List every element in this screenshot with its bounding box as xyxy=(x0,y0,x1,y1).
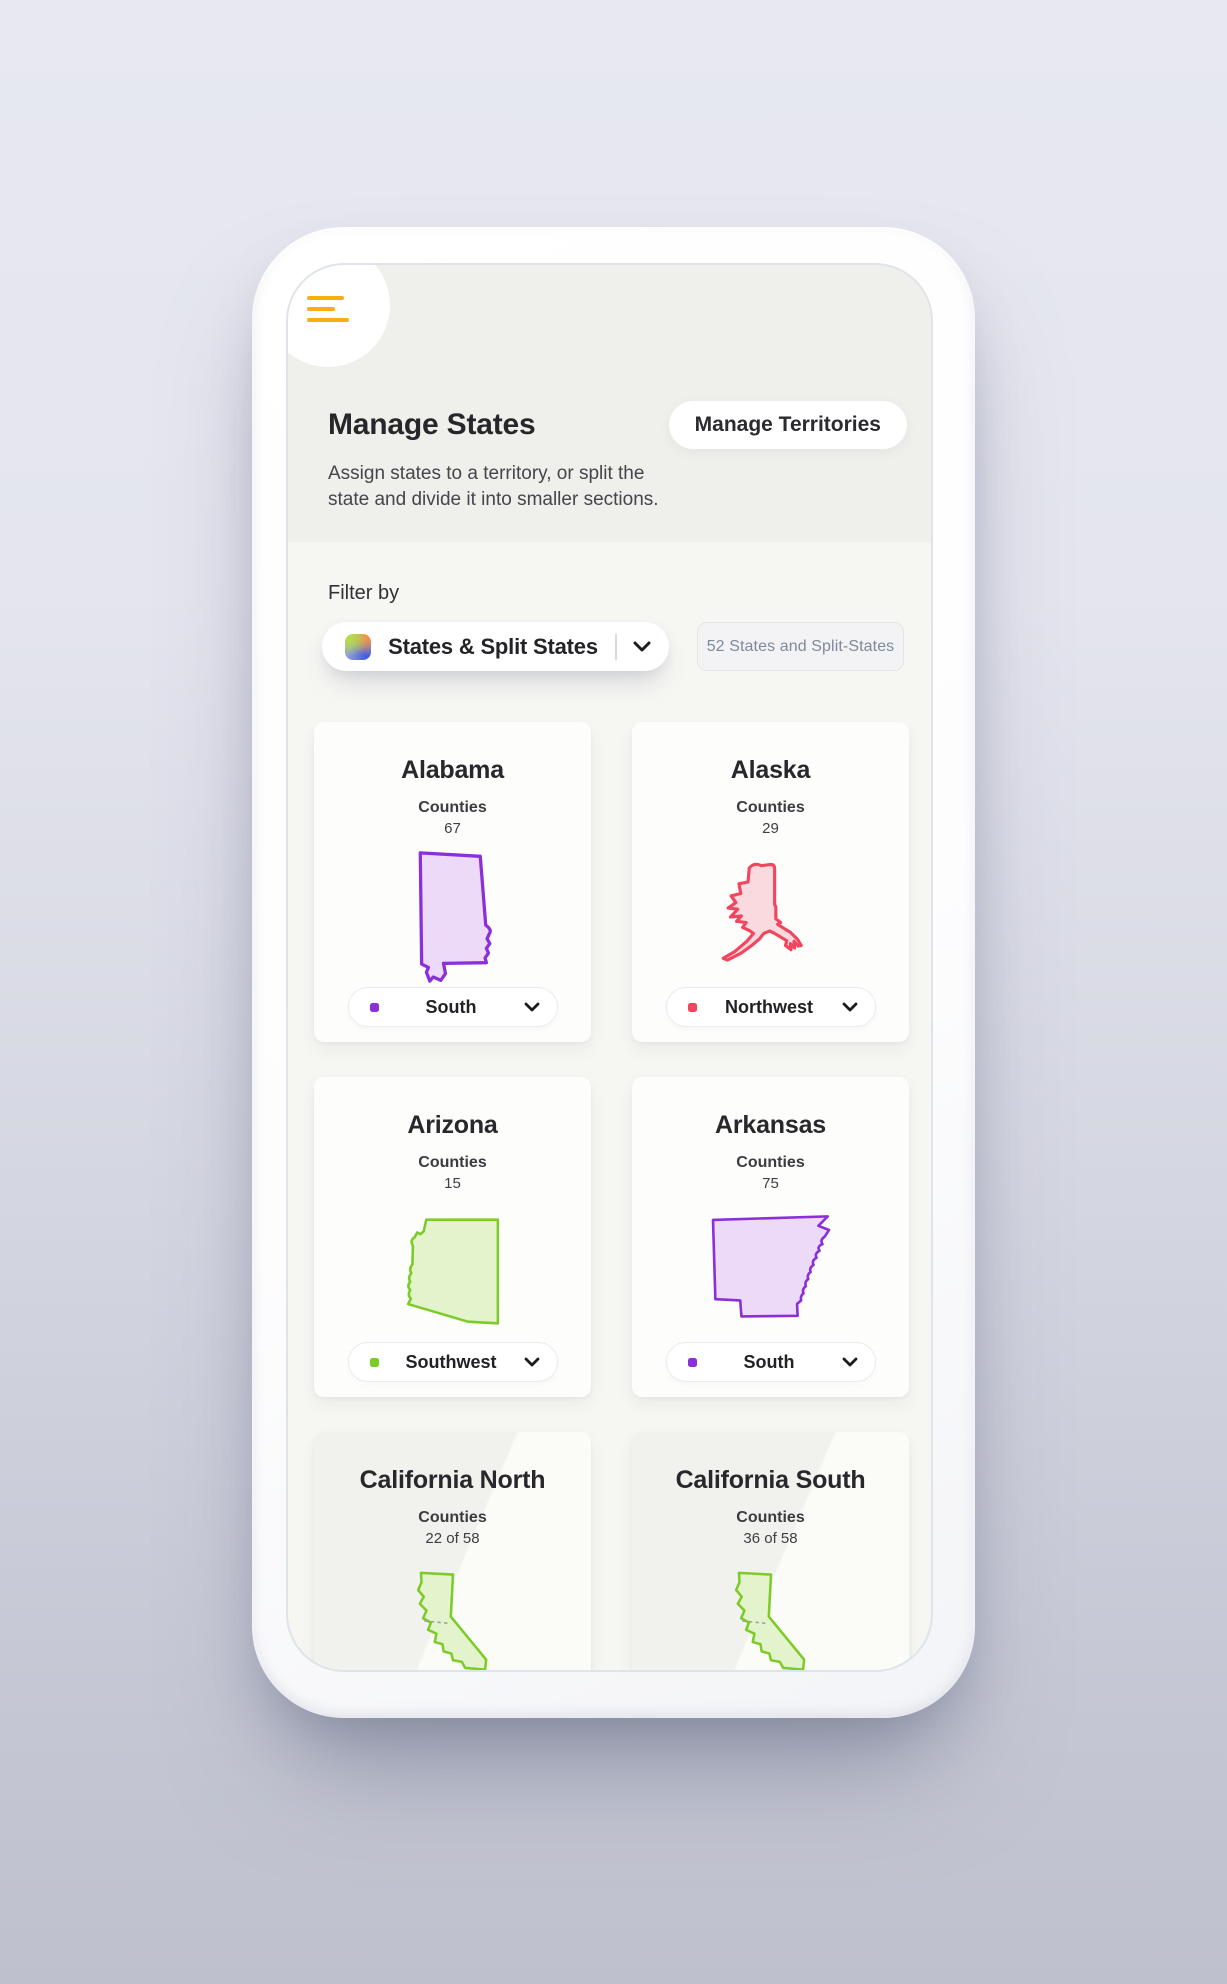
arkansas-state-outline xyxy=(711,1214,830,1318)
state-shape xyxy=(632,837,909,1042)
state-name: Alabama xyxy=(401,756,504,784)
california-state-outline xyxy=(734,1571,805,1670)
territory-dropdown[interactable]: South xyxy=(665,1342,876,1382)
dropdown-divider xyxy=(615,633,617,660)
phone-frame: Manage States Manage Territories Assign … xyxy=(252,227,975,1718)
counties-label: Counties xyxy=(736,1154,805,1171)
counties-label: Counties xyxy=(736,799,805,816)
territory-color-dot xyxy=(687,1002,697,1012)
manage-territories-button[interactable]: Manage Territories xyxy=(668,401,907,449)
territory-color-dot xyxy=(687,1357,697,1367)
app-header: Manage States Manage Territories Assign … xyxy=(288,265,931,542)
filter-row: States & Split States 52 States and Spli… xyxy=(322,622,904,671)
counties-label: Counties xyxy=(418,1154,487,1171)
state-name: Alaska xyxy=(730,756,811,784)
state-shape xyxy=(314,837,591,1042)
states-filter-dropdown[interactable]: States & Split States xyxy=(322,622,669,671)
chevron-down-icon xyxy=(842,1357,857,1367)
california-state-outline xyxy=(416,1571,487,1670)
territory-color-dot xyxy=(369,1002,379,1012)
states-count-badge: 52 States and Split-States xyxy=(697,622,904,671)
state-card[interactable]: California South Counties 36 of 58 xyxy=(632,1432,909,1670)
counties-count: 67 xyxy=(444,820,461,837)
counties-label: Counties xyxy=(418,799,487,816)
state-card[interactable]: Arizona Counties 15 Southwest xyxy=(314,1077,591,1397)
state-shape xyxy=(632,1192,909,1397)
counties-count: 36 of 58 xyxy=(743,1530,798,1547)
chevron-down-icon xyxy=(842,1002,857,1012)
territory-name: Northwest xyxy=(724,996,813,1017)
territory-dropdown[interactable]: Northwest xyxy=(665,987,876,1027)
counties-count: 29 xyxy=(762,820,779,837)
dropdown-selected-value: States & Split States xyxy=(388,633,598,659)
counties-label: Counties xyxy=(736,1509,805,1526)
state-name: Arizona xyxy=(407,1111,498,1139)
territory-name: Southwest xyxy=(405,1351,497,1372)
alaska-state-outline xyxy=(721,862,803,962)
state-card[interactable]: Alabama Counties 67 South xyxy=(314,722,591,1042)
hamburger-menu-icon[interactable] xyxy=(307,295,355,329)
state-shape xyxy=(632,1547,909,1670)
multicolor-gradient-square-icon xyxy=(345,633,371,660)
state-cards-grid: Alabama Counties 67 South Alaska Countie… xyxy=(288,722,931,1670)
chevron-down-icon xyxy=(524,1002,539,1012)
state-name: Arkansas xyxy=(715,1111,826,1139)
state-card[interactable]: California North Counties 22 of 58 xyxy=(314,1432,591,1670)
app-screen: Manage States Manage Territories Assign … xyxy=(286,263,933,1672)
filter-by-label: Filter by xyxy=(328,582,400,604)
counties-count: 15 xyxy=(444,1175,461,1192)
chevron-down-icon xyxy=(633,641,651,652)
counties-count: 75 xyxy=(762,1175,779,1192)
page-title: Manage States xyxy=(328,408,536,441)
state-shape xyxy=(314,1192,591,1397)
state-name: California North xyxy=(359,1466,546,1494)
state-name: California South xyxy=(675,1466,866,1494)
state-shape xyxy=(314,1547,591,1670)
chevron-down-icon xyxy=(524,1357,539,1367)
counties-label: Counties xyxy=(418,1509,487,1526)
territory-name: South xyxy=(425,996,477,1017)
territory-name: South xyxy=(743,1351,795,1372)
state-card[interactable]: Arkansas Counties 75 South xyxy=(632,1077,909,1397)
territory-color-dot xyxy=(369,1357,379,1367)
territory-dropdown[interactable]: Southwest xyxy=(347,1342,558,1382)
alabama-state-outline xyxy=(418,850,492,983)
state-card[interactable]: Alaska Counties 29 Northwest xyxy=(632,722,909,1042)
counties-count: 22 of 58 xyxy=(425,1530,480,1547)
page-subtitle: Assign states to a territory, or split t… xyxy=(328,463,659,510)
territory-dropdown[interactable]: South xyxy=(347,987,558,1027)
arizona-state-outline xyxy=(406,1218,499,1325)
